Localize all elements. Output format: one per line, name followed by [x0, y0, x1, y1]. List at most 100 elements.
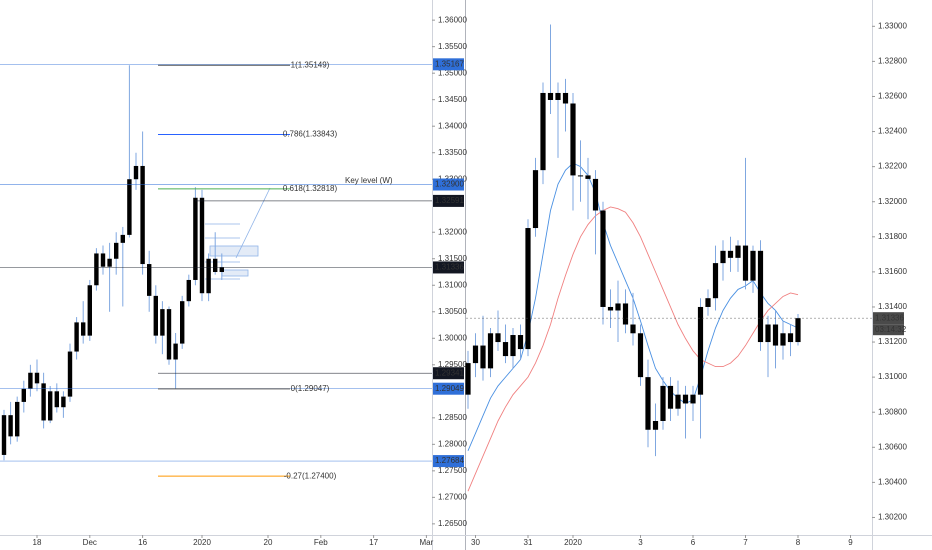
candle-body: [173, 343, 178, 360]
y-tick-label: 1.27000: [438, 492, 467, 501]
price-label-box: [433, 455, 464, 468]
y-tick-label: 1.28000: [438, 439, 467, 448]
candle-body: [487, 333, 494, 369]
candle-body: [74, 322, 79, 352]
candle-body: [562, 92, 569, 104]
price-label: 1.29341: [435, 368, 464, 377]
candle-body: [219, 267, 224, 273]
drawn-box: [221, 269, 249, 277]
fib-label: 0.786(1.33843): [283, 130, 338, 139]
candle-body: [585, 175, 591, 179]
candle-body: [622, 303, 629, 325]
candle-body: [765, 324, 771, 343]
annotation: Key level (W): [345, 176, 393, 185]
y-tick-label: 1.34500: [438, 95, 467, 104]
candle-body: [87, 285, 92, 336]
y-tick-label: 1.30800: [878, 407, 907, 416]
candle-body: [67, 351, 73, 397]
price-label-box: [433, 261, 464, 274]
y-tick-label: 1.32600: [878, 92, 907, 101]
x-tick-label: Mar: [420, 538, 434, 547]
y-tick-label: 1.32000: [878, 197, 907, 206]
candle-body: [147, 264, 152, 296]
candle-body: [697, 306, 704, 395]
x-tick-label: 16: [138, 538, 147, 547]
y-tick-label: 1.35000: [438, 68, 467, 77]
candle-body: [61, 396, 66, 408]
x-tick-label: 6: [691, 538, 696, 547]
x-tick-label: 2020: [564, 538, 582, 547]
candle-body: [735, 245, 741, 258]
y-tick-label: 1.27500: [438, 466, 467, 475]
candle-body: [28, 372, 33, 389]
candle-body: [213, 258, 218, 273]
candle-body: [495, 333, 501, 343]
y-tick-label: 1.33000: [878, 21, 907, 30]
candle-body: [114, 242, 119, 259]
y-tick-label: 1.32800: [878, 57, 907, 66]
price-label-box: [433, 382, 464, 395]
y-tick-label: 1.31600: [878, 267, 907, 276]
candle-body: [48, 391, 53, 421]
moving-average: [467, 206, 799, 492]
candle-body: [570, 103, 576, 176]
price-label: 1.31336: [875, 313, 904, 322]
x-tick-label: 9: [848, 538, 853, 547]
candle-body: [787, 333, 794, 343]
y-tick-label: 1.31400: [878, 302, 907, 311]
x-tick-label: Feb: [314, 538, 328, 547]
y-tick-label: 1.34000: [438, 121, 467, 130]
y-tick-label: 1.31500: [438, 254, 467, 263]
candle-body: [186, 279, 191, 302]
y-tick-label: 1.30500: [438, 307, 467, 316]
candle-body: [15, 401, 20, 437]
y-tick-label: 1.31000: [438, 280, 467, 289]
price-label-box: [433, 194, 464, 207]
candle-body: [525, 228, 531, 350]
candle-body: [645, 377, 651, 430]
candle-body: [682, 394, 689, 404]
candle-body: [193, 197, 198, 280]
candle-body: [667, 385, 674, 409]
fib-label: -0.27(1.27400): [284, 471, 337, 480]
candle-body: [133, 165, 139, 180]
candle-body: [100, 253, 106, 267]
candle-body: [607, 306, 614, 311]
price-label-box: [433, 367, 464, 380]
price-label-box: [873, 312, 904, 325]
candle-body: [780, 333, 786, 346]
y-tick-label: 1.33500: [438, 148, 467, 157]
candle-body: [127, 179, 132, 235]
candle-body: [94, 253, 99, 286]
candle-body: [577, 175, 584, 177]
x-tick-label: 30: [471, 538, 480, 547]
y-tick-label: 1.30600: [878, 442, 907, 451]
price-label-box: [433, 58, 464, 71]
price-label-box: [433, 178, 464, 191]
y-tick-label: 1.29500: [438, 360, 467, 369]
candle-body: [510, 335, 516, 357]
candle-body: [107, 258, 112, 267]
candle-body: [795, 318, 801, 343]
y-tick-label: 1.28500: [438, 413, 467, 422]
fib-label: 0(1.29047): [291, 384, 330, 393]
candle-body: [140, 165, 145, 265]
candle-body: [472, 345, 479, 364]
x-tick-label: 18: [33, 538, 42, 547]
candle-body: [540, 92, 546, 171]
candle-body: [637, 333, 644, 378]
y-tick-label: 1.30200: [878, 513, 907, 522]
candle-body: [81, 322, 86, 336]
x-tick-label: 20: [264, 538, 273, 547]
y-tick-label: 1.26500: [438, 519, 467, 528]
candle-body: [615, 303, 621, 311]
candle-body: [153, 295, 158, 336]
price-label: 1.29049: [435, 384, 464, 393]
candle-body: [21, 388, 26, 402]
candle-body: [592, 178, 599, 211]
candle-body: [757, 250, 764, 343]
candle-body: [180, 301, 185, 344]
candle-body: [532, 170, 539, 229]
x-tick-label: 17: [369, 538, 378, 547]
candle-body: [166, 309, 172, 360]
